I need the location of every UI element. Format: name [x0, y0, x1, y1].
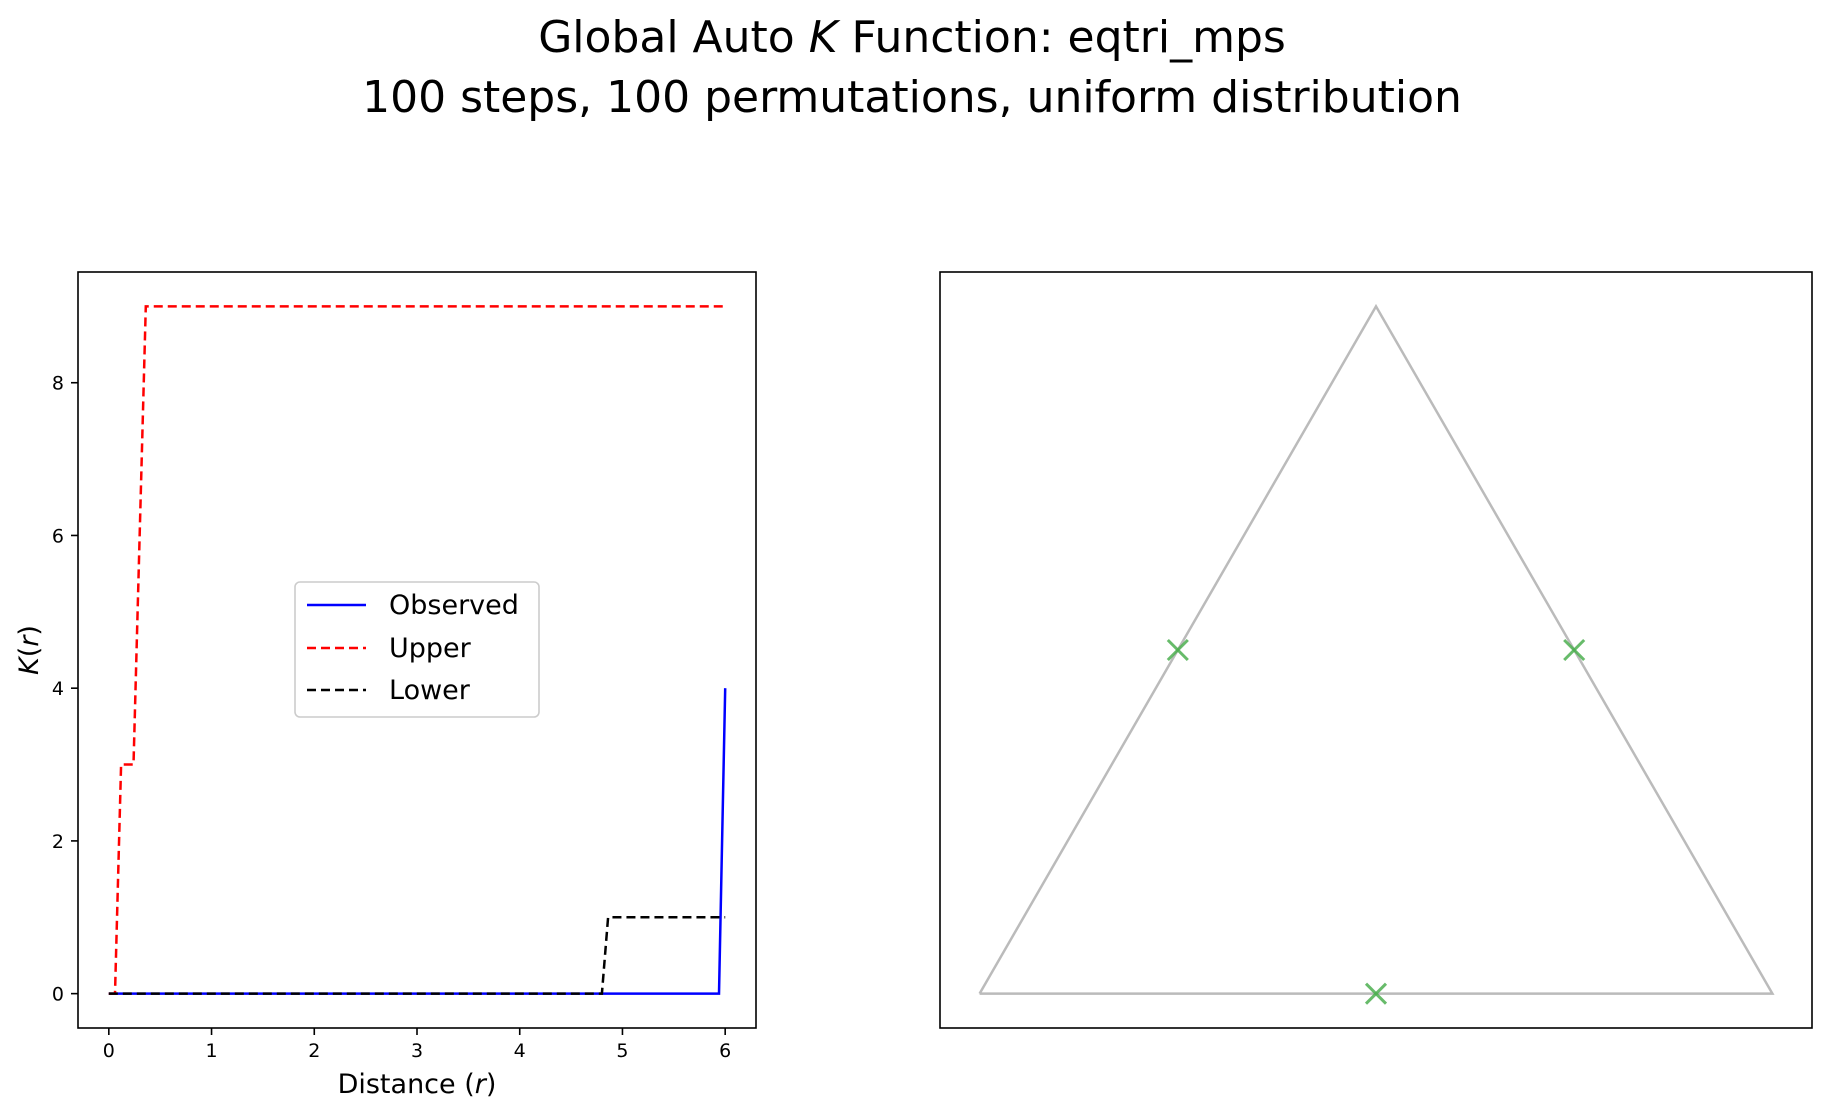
y-tick-label: 0	[52, 984, 64, 1006]
x-axis-ticks: 0 1 2 3 4 5 6	[103, 1028, 731, 1062]
legend-box	[294, 581, 540, 718]
series-layer	[108, 305, 727, 995]
legend-label-lower: Lower	[389, 675, 471, 706]
y-axis-ticks: 0 2 4 6 8	[52, 373, 78, 1006]
y-tick-label: 2	[52, 831, 64, 853]
point-pattern-chart	[939, 271, 1813, 1029]
legend: Observed Upper Lower	[294, 581, 540, 718]
x-axis-label: Distance (r)	[338, 1069, 497, 1100]
figure-title: Global Auto K Function: eqtri_mps	[538, 12, 1286, 63]
point-marker	[1364, 982, 1388, 1005]
plot-frame	[939, 271, 1813, 1029]
x-tick-label: 4	[514, 1040, 526, 1062]
figure-subtitle: 100 steps, 100 permutations, uniform dis…	[362, 72, 1462, 123]
x-tick-label: 0	[103, 1040, 115, 1062]
x-tick-label: 2	[308, 1040, 320, 1062]
x-tick-label: 1	[205, 1040, 217, 1062]
series-line-lower	[108, 916, 726, 995]
x-tick-label: 3	[411, 1040, 423, 1062]
point-marker	[1166, 638, 1189, 662]
point-markers	[1166, 638, 1586, 1005]
y-tick-label: 4	[52, 678, 64, 700]
k-function-chart: 0 1 2 3 4 5 6 0 2 4 6 8 Distance (r) K(r) Observed…	[14, 271, 757, 1100]
x-tick-label: 5	[616, 1040, 628, 1062]
y-axis-label: K(r)	[14, 625, 45, 675]
legend-label-upper: Upper	[389, 633, 472, 664]
y-tick-label: 6	[52, 525, 64, 547]
point-marker	[1563, 638, 1586, 662]
y-tick-label: 8	[52, 373, 64, 395]
x-tick-label: 6	[719, 1040, 731, 1062]
legend-label-observed: Observed	[389, 590, 519, 621]
